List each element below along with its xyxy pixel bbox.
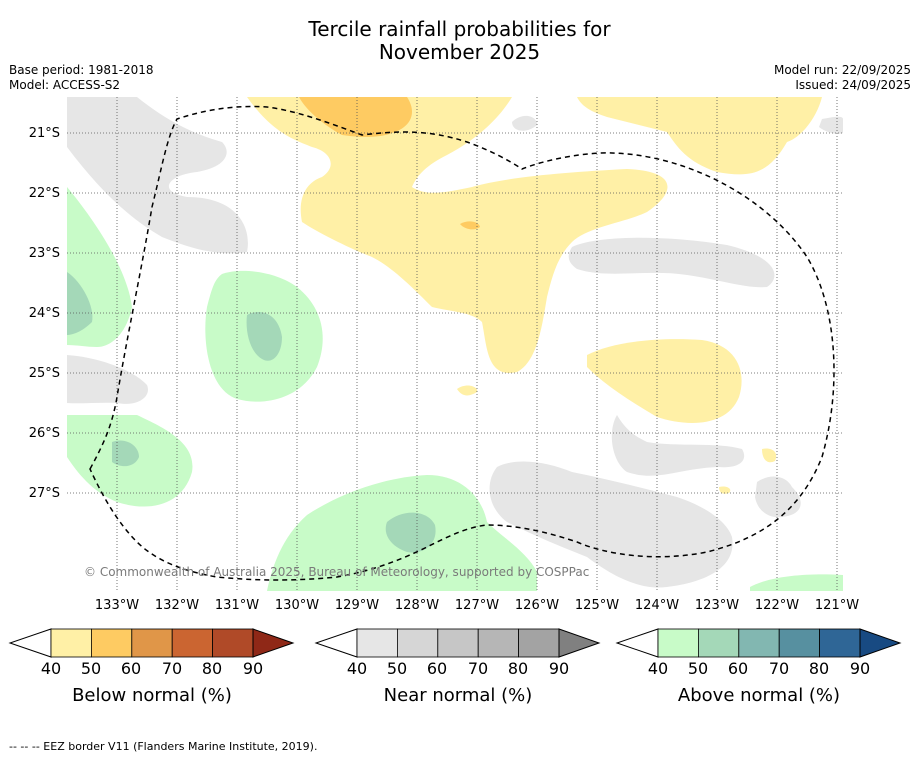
colorbar-above-swatches [615, 628, 902, 658]
legend-below-normal: 40 50 60 70 80 90 Below normal (%) [8, 627, 298, 706]
title-line-2: November 2025 [378, 40, 541, 64]
colorbar-swatch [698, 628, 740, 658]
model-run-date: Model run: 22/09/2025 [773, 63, 911, 77]
lat-label: 24°S [28, 306, 60, 321]
lon-label: 132°W [154, 598, 200, 613]
lon-label: 130°W [274, 598, 320, 613]
run-info: Model run: 22/09/2025 Issued: 24/09/2025 [774, 63, 911, 93]
graticule [67, 97, 843, 591]
tick-label: 80 [808, 659, 830, 678]
colorbar-swatch [819, 628, 861, 658]
colorbar-extend-low [314, 628, 358, 658]
colorbar-extend-high [558, 628, 601, 658]
above-normal-patches [67, 187, 843, 591]
lat-label: 26°S [28, 426, 60, 441]
colorbar-swatch [212, 628, 254, 658]
model-name: Model: ACCESS-S2 [9, 78, 121, 92]
model-info: Base period: 1981-2018 Model: ACCESS-S2 [9, 63, 154, 93]
colorbar-below-swatches [8, 628, 295, 658]
tick-label: 50 [80, 659, 102, 678]
lon-label: 125°W [574, 598, 620, 613]
colorbar-swatch [657, 628, 699, 658]
tick-label: 40 [40, 659, 62, 678]
lat-label: 22°S [28, 186, 60, 201]
colorbar-swatch [518, 628, 560, 658]
lon-label: 129°W [334, 598, 380, 613]
tick-label: 60 [727, 659, 749, 678]
legend-title: Above normal (%) [677, 685, 841, 706]
colorbar-swatch [356, 628, 398, 658]
lon-label: 121°W [814, 598, 860, 613]
lon-label: 123°W [694, 598, 740, 613]
colorbar-swatch [397, 628, 439, 658]
colorbar-extend-low [8, 628, 52, 658]
lon-label: 126°W [514, 598, 560, 613]
colorbar-above [615, 628, 902, 658]
tick-label: 70 [161, 659, 183, 678]
legend-above-normal: 40 50 60 70 80 90 Above normal (%) [615, 627, 905, 706]
probability-map [67, 97, 843, 591]
tick-label: 60 [120, 659, 142, 678]
tick-label: 60 [426, 659, 448, 678]
below-normal-patches [247, 97, 822, 494]
lon-label: 127°W [454, 598, 500, 613]
lat-label: 21°S [28, 126, 60, 141]
colorbar-extend-high [859, 628, 902, 658]
tick-label: 90 [242, 659, 264, 678]
lat-label: 27°S [28, 486, 60, 501]
colorbar-extend-high [252, 628, 295, 658]
legend-title: Near normal (%) [383, 685, 533, 706]
colorbar-swatch [437, 628, 479, 658]
legend-title: Below normal (%) [72, 685, 232, 706]
tick-label: 40 [346, 659, 368, 678]
map-title: Tercile rainfall probabilities for Novem… [0, 18, 919, 64]
lon-label: 128°W [394, 598, 440, 613]
tick-label: 90 [548, 659, 570, 678]
legend-near-normal: 40 50 60 70 80 90 Near normal (%) [314, 627, 604, 706]
colorbar-swatch [778, 628, 820, 658]
tick-label: 40 [647, 659, 669, 678]
colorbar-below [8, 628, 295, 658]
tick-label: 50 [687, 659, 709, 678]
colorbar-swatch [50, 628, 92, 658]
lon-label: 133°W [94, 598, 140, 613]
eez-footnote: -- -- -- EEZ border V11 (Flanders Marine… [9, 740, 318, 753]
lon-label: 122°W [754, 598, 800, 613]
lat-label: 25°S [28, 366, 60, 381]
title-line-1: Tercile rainfall probabilities for [308, 17, 611, 41]
copyright-notice: © Commonwealth of Australia 2025, Bureau… [84, 565, 590, 579]
tick-label: 70 [467, 659, 489, 678]
tick-label: 50 [386, 659, 408, 678]
lon-label: 131°W [214, 598, 260, 613]
colorbar-swatch [738, 628, 780, 658]
colorbar-near-swatches [314, 628, 601, 658]
tick-label: 80 [507, 659, 529, 678]
colorbar-swatch [171, 628, 213, 658]
colorbar-swatch [91, 628, 133, 658]
tick-label: 70 [768, 659, 790, 678]
tick-label: 90 [849, 659, 871, 678]
colorbar-extend-low [615, 628, 659, 658]
colorbar-near [314, 628, 601, 658]
colorbar-swatch [131, 628, 173, 658]
base-period: Base period: 1981-2018 [9, 63, 154, 77]
lat-label: 23°S [28, 246, 60, 261]
colorbar-swatch [477, 628, 519, 658]
lon-label: 124°W [634, 598, 680, 613]
tick-label: 80 [201, 659, 223, 678]
eez-border [89, 105, 835, 581]
issued-date: Issued: 24/09/2025 [795, 78, 911, 92]
